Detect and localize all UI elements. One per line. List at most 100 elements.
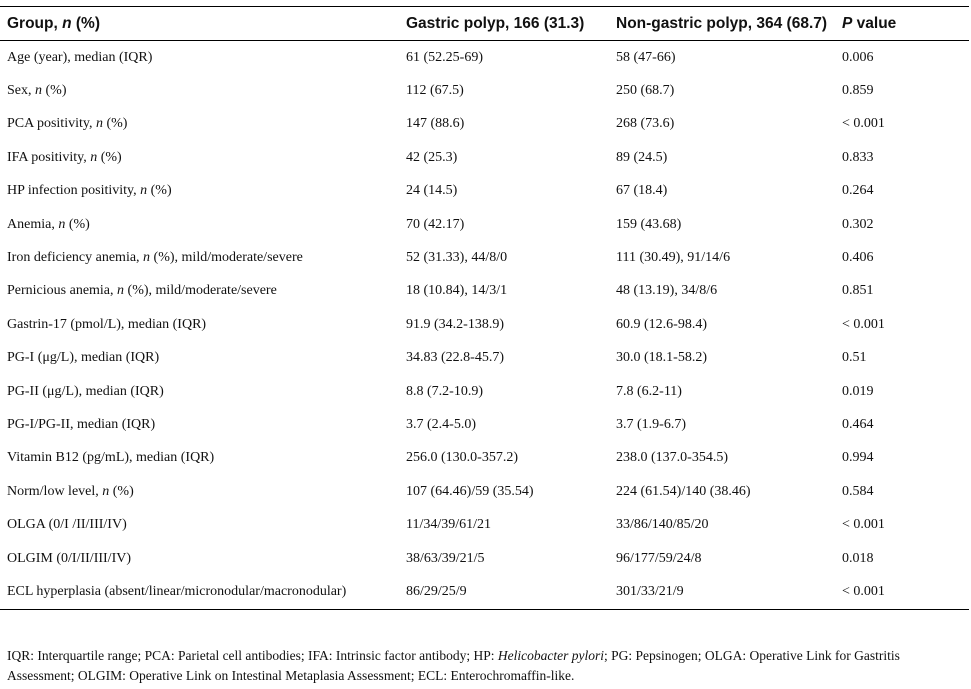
row-label-text: Sex, — [7, 83, 35, 99]
row-label-text: (%) — [147, 183, 172, 199]
cell-gastric-polyp: 147 (88.6) — [406, 116, 465, 132]
row-label: Anemia, n (%) — [0, 208, 399, 241]
footnote-part: IQR: Interquartile range; PCA: Parietal … — [7, 648, 498, 663]
cell-non-gastric-polyp: 301/33/21/9 — [609, 575, 835, 610]
row-label-text: Gastrin-17 (pmol/L), median (IQR) — [7, 316, 207, 332]
cell-non-gastric-polyp: 3.7 (1.9-6.7) — [616, 416, 686, 432]
table-row: Vitamin B12 (pg/mL), median (IQR) 256.0 (… — [0, 442, 969, 475]
header-p-value: P value — [835, 6, 969, 41]
row-label-text: (%) — [102, 116, 128, 132]
row-label-text: (%), mild/moderate/severe — [124, 283, 277, 299]
cell-p-value: 0.584 — [842, 483, 874, 499]
cell-gastric-polyp: 107 (64.46)/59 (35.54) — [406, 483, 534, 499]
table-row: OLGA (0/I /II/III/IV) 11/34/39/61/21 33/86… — [0, 508, 969, 541]
cell-gastric-polyp: 34.83 (22.8-45.7) — [406, 350, 504, 366]
cell-p-value: 0.859 — [842, 83, 874, 99]
row-label: Sex, n (%) — [0, 74, 399, 107]
cell-gastric-polyp: 11/34/39/61/21 — [406, 517, 492, 533]
row-label-text: PG-I (μg/L), median (IQR) — [7, 350, 160, 366]
row-label-italic: n — [102, 483, 110, 499]
header-italic: P — [842, 14, 853, 32]
cell-non-gastric-polyp: 250 (68.7) — [616, 83, 675, 99]
cell-p-value: < 0.001 — [842, 517, 885, 533]
row-label: PG-I (μg/L), median (IQR) — [0, 342, 399, 375]
cell-gastric-polyp: 112 (67.5) — [406, 83, 464, 99]
row-label: HP infection positivity, n (%) — [0, 175, 399, 208]
cell-non-gastric-polyp: 30.0 (18.1-58.2) — [616, 350, 707, 366]
row-label-text: HP infection positivity, — [7, 183, 141, 199]
row-label-italic: n — [140, 183, 148, 199]
row-label-text: PG-II (μg/L), median (IQR) — [7, 383, 164, 399]
row-label-italic: n — [35, 83, 42, 99]
table-row: ECL hyperplasia (absent/linear/micronodu… — [0, 575, 969, 610]
row-label-text: Iron deficiency anemia, — [7, 250, 144, 266]
cell-p-value: < 0.001 — [842, 316, 885, 332]
cell-non-gastric-polyp: 60.9 (12.6-98.4) — [616, 316, 707, 332]
table-row: Iron deficiency anemia, n (%), mild/mode… — [0, 241, 969, 274]
row-label-italic: n — [95, 116, 103, 132]
cell-non-gastric-polyp: 33/86/140/85/20 — [616, 517, 709, 533]
cell-p-value: 0.019 — [842, 383, 874, 399]
row-label: PCA positivity, n (%) — [0, 108, 399, 141]
cell-non-gastric-polyp: 58 (47-66) — [616, 49, 676, 65]
row-label: Vitamin B12 (pg/mL), median (IQR) — [0, 442, 399, 475]
row-label-text: Norm/low level, — [7, 483, 103, 499]
header-row: Group, n (%) Gastric polyp, 166 (31.3) N… — [0, 6, 969, 41]
cell-non-gastric-polyp: 89 (24.5) — [616, 149, 668, 165]
row-label: ECL hyperplasia (absent/linear/micronodu… — [0, 575, 399, 610]
cell-gastric-polyp: 24 (14.5) — [406, 183, 458, 199]
cell-gastric-polyp: 3.7 (2.4-5.0) — [406, 416, 476, 432]
cell-non-gastric-polyp: 48 (13.19), 34/8/6 — [616, 283, 718, 299]
row-label-italic: n — [117, 283, 125, 299]
cell-p-value: 0.406 — [842, 250, 874, 266]
header-text: Group, — [7, 14, 63, 32]
cell-p-value: < 0.001 — [842, 116, 885, 132]
cell-gastric-polyp: 18 (10.84), 14/3/1 — [406, 283, 508, 299]
cell-non-gastric-polyp: 238.0 (137.0-354.5) — [616, 450, 728, 466]
row-label: OLGA (0/I /II/III/IV) — [0, 508, 399, 541]
cell-gastric-polyp: 70 (42.17) — [406, 216, 465, 232]
table-row: OLGIM (0/I/II/III/IV) 38/63/39/21/5 96/177… — [0, 542, 969, 575]
table-row: IFA positivity, n (%) 42 (25.3) 89 (24.5) 0… — [0, 141, 969, 174]
row-label: Gastrin-17 (pmol/L), median (IQR) — [0, 308, 399, 341]
footnote-part: ; PG: Pepsinogen; OLGA: Operative Link f… — [7, 648, 900, 683]
row-label-italic: n — [143, 250, 151, 266]
row-label-italic: n — [90, 149, 98, 165]
row-label: PG-II (μg/L), median (IQR) — [0, 375, 399, 408]
table-row: Anemia, n (%) 70 (42.17) 159 (43.68) 0.302 — [0, 208, 969, 241]
row-label: OLGIM (0/I/II/III/IV) — [0, 542, 399, 575]
row-label-text: PCA positivity, — [7, 116, 96, 132]
cell-non-gastric-polyp: 111 (30.49), 91/14/6 — [616, 250, 731, 266]
cell-gastric-polyp: 42 (25.3) — [406, 149, 458, 165]
cell-p-value: 0.51 — [842, 350, 867, 366]
row-label-text: PG-I/PG-II, median (IQR) — [7, 416, 156, 432]
comparison-table: Group, n (%) Gastric polyp, 166 (31.3) N… — [0, 6, 969, 610]
row-label: Iron deficiency anemia, n (%), mild/mode… — [0, 241, 399, 274]
row-label-text: OLGA (0/I /II/III/IV) — [7, 517, 127, 533]
footnote-text: IQR: Interquartile range; PCA: Parietal … — [7, 646, 967, 686]
cell-gastric-polyp: 256.0 (130.0-357.2) — [406, 450, 518, 466]
row-label-text: ECL hyperplasia (absent/linear/micronodu… — [7, 583, 347, 599]
cell-p-value: 0.006 — [842, 49, 874, 65]
cell-non-gastric-polyp: 224 (61.54)/140 (38.46) — [616, 483, 751, 499]
cell-p-value: 0.994 — [842, 450, 874, 466]
header-non-gastric-polyp: Non-gastric polyp, 364 (68.7) — [609, 6, 835, 41]
cell-gastric-polyp: 52 (31.33), 44/8/0 — [406, 250, 508, 266]
table-row: PG-II (μg/L), median (IQR) 8.8 (7.2-10.9)… — [0, 375, 969, 408]
row-label: IFA positivity, n (%) — [0, 141, 399, 174]
row-label: Pernicious anemia, n (%), mild/moderate/… — [0, 275, 399, 308]
row-label-text: (%) — [97, 149, 122, 165]
row-label-italic: n — [58, 216, 66, 232]
row-label-text: (%) — [65, 216, 90, 232]
footnote-italic: Helicobacter pylori — [497, 648, 604, 663]
footnote: IQR: Interquartile range; PCA: Parietal … — [7, 646, 967, 686]
header-text: value — [852, 14, 897, 32]
row-label: Norm/low level, n (%) — [0, 475, 399, 508]
row-label-text: (%), mild/moderate/severe — [150, 250, 303, 266]
row-label-text: OLGIM (0/I/II/III/IV) — [7, 550, 132, 566]
header-text: (%) — [71, 14, 100, 32]
cell-p-value: 0.302 — [842, 216, 874, 232]
row-label-text: (%) — [109, 483, 134, 499]
cell-p-value: 0.264 — [842, 183, 874, 199]
header-italic: n — [62, 14, 72, 32]
